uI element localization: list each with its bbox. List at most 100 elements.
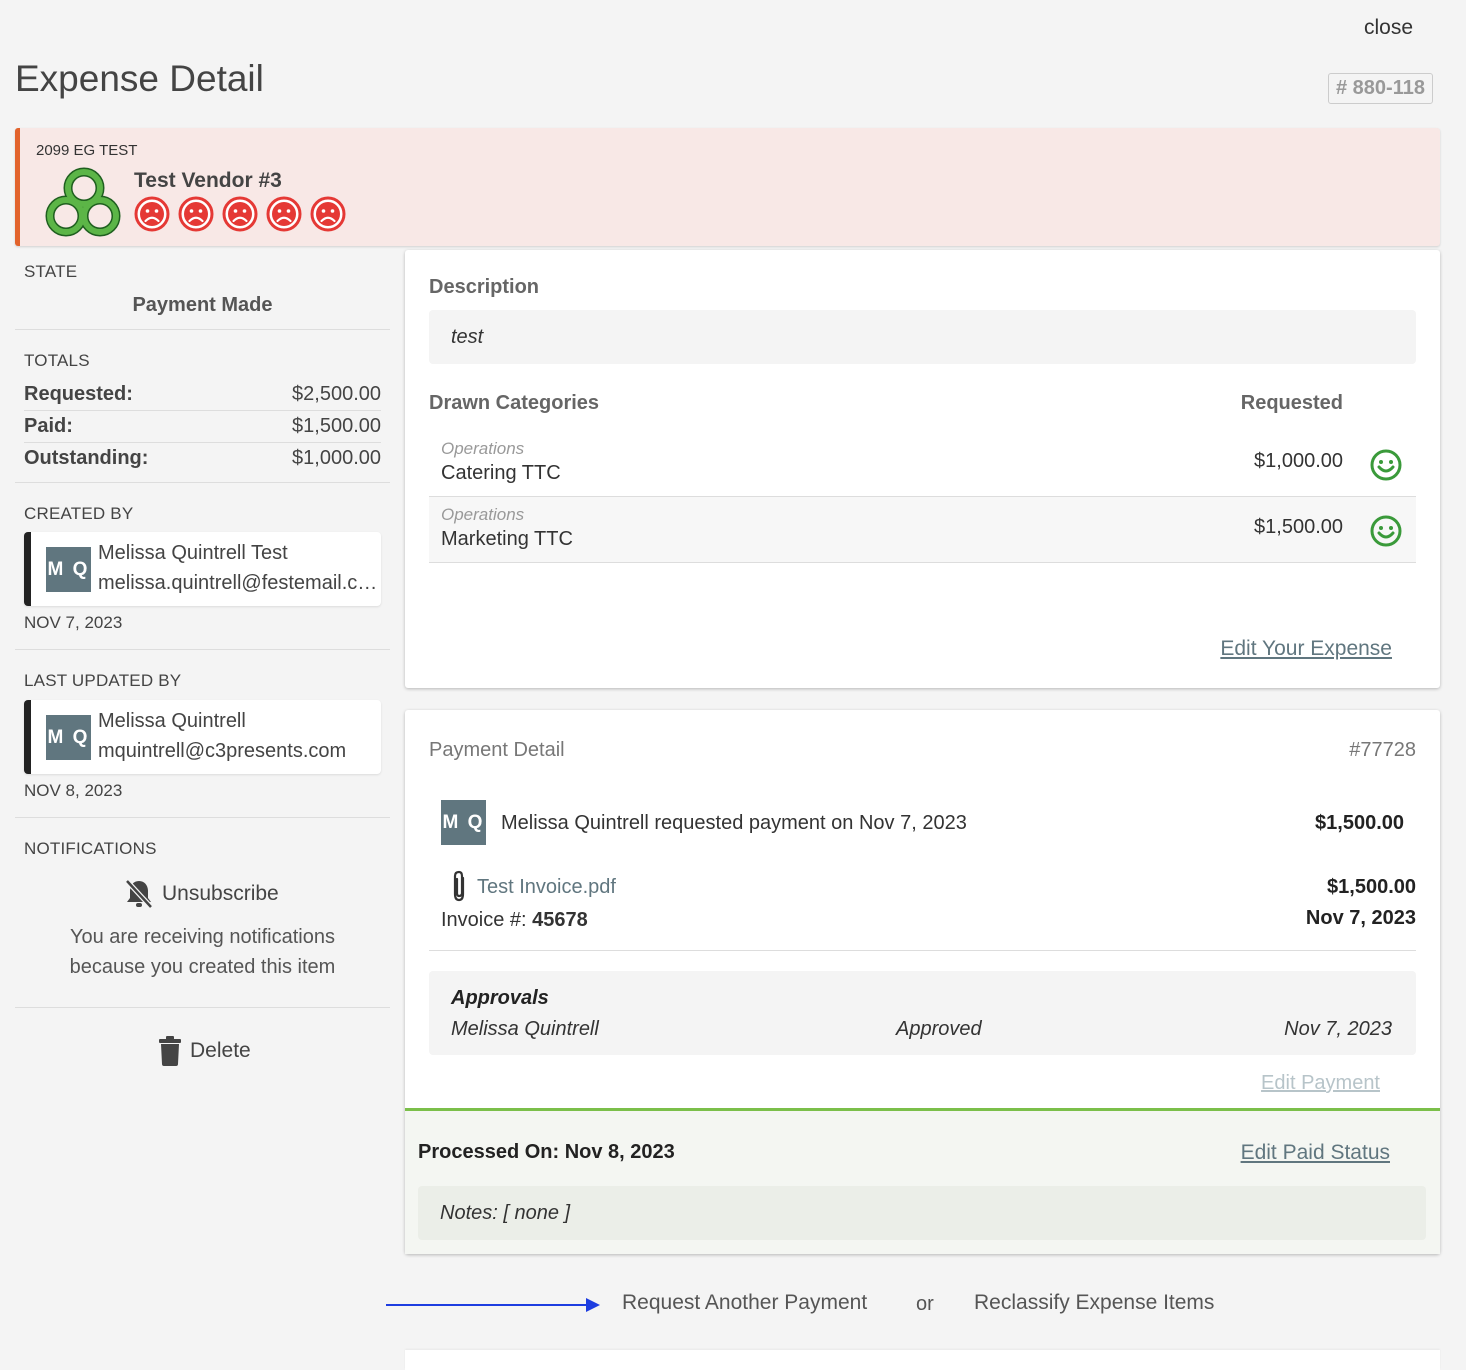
payment-detail-title: Payment Detail xyxy=(429,739,565,761)
unsubscribe-button[interactable]: Unsubscribe xyxy=(124,878,279,910)
total-label: Requested: xyxy=(24,383,133,405)
edit-paid-status-link[interactable]: Edit Paid Status xyxy=(1240,1141,1390,1164)
project-name: 2099 EG TEST xyxy=(36,142,138,159)
notification-line: You are receiving notifications xyxy=(70,926,335,948)
user-name: Melissa Quintrell Test xyxy=(98,542,288,564)
divider xyxy=(15,817,390,818)
arrow-right-icon xyxy=(386,1298,600,1312)
created-date: NOV 7, 2023 xyxy=(24,613,123,632)
smile-icon xyxy=(1370,449,1402,481)
vendor-rating xyxy=(134,196,346,232)
expense-id-badge: # 880-118 xyxy=(1328,73,1433,104)
avatar: M Q xyxy=(46,547,91,592)
total-label: Paid: xyxy=(24,415,73,437)
category-name: Catering TTC xyxy=(441,462,561,484)
state-value: Payment Made xyxy=(132,294,273,316)
invoice-date: Nov 7, 2023 xyxy=(1305,907,1416,929)
description-box: test xyxy=(429,310,1416,364)
notification-reason: You are receiving notifications because … xyxy=(15,922,390,982)
paperclip-icon xyxy=(453,870,465,902)
category-row: Operations Marketing TTC $1,500.00 xyxy=(429,497,1416,563)
approval-date: Nov 7, 2023 xyxy=(1284,1018,1392,1040)
description-heading: Description xyxy=(429,276,540,298)
total-label: Outstanding: xyxy=(24,447,149,469)
edit-expense-link[interactable]: Edit Your Expense xyxy=(1220,637,1392,660)
total-value: $2,500.00 xyxy=(292,383,381,405)
delete-button[interactable]: Delete xyxy=(158,1036,251,1066)
frown-icon xyxy=(310,196,346,232)
approvals-title: Approvals xyxy=(451,987,549,1009)
next-panel-edge xyxy=(405,1350,1440,1370)
vendor-name: Test Vendor #3 xyxy=(134,169,282,192)
divider xyxy=(24,410,381,411)
last-updated-card: M Q Melissa Quintrell mquintrell@c3prese… xyxy=(24,700,381,774)
trash-icon xyxy=(159,1036,181,1066)
category-group: Operations xyxy=(441,439,525,458)
total-outstanding: Outstanding: $1,000.00 xyxy=(24,447,381,470)
invoice-number: Invoice #: 45678 xyxy=(441,909,588,932)
frown-icon xyxy=(134,196,170,232)
divider xyxy=(429,950,1416,951)
approval-status: Approved xyxy=(896,1018,982,1040)
category-amount: $1,500.00 xyxy=(1254,516,1343,538)
total-value: $1,000.00 xyxy=(292,447,381,469)
category-amount: $1,000.00 xyxy=(1254,450,1343,472)
last-updated-label: LAST UPDATED BY xyxy=(24,671,182,690)
attachment-filename[interactable]: Test Invoice.pdf xyxy=(477,875,616,898)
user-email: melissa.quintrell@festemail.com xyxy=(98,572,378,594)
vendor-banner: 2099 EG TEST Test Vendor #3 xyxy=(15,128,1440,246)
invoice-value: 45678 xyxy=(532,909,588,931)
reclassify-expense-link[interactable]: Reclassify Expense Items xyxy=(974,1291,1215,1314)
divider xyxy=(15,1007,390,1008)
frown-icon xyxy=(222,196,258,232)
notification-line: because you created this item xyxy=(69,956,336,978)
vendor-logo-icon xyxy=(45,167,121,237)
or-separator: or xyxy=(916,1293,934,1315)
avatar: M Q xyxy=(46,715,91,760)
totals-label: TOTALS xyxy=(24,351,90,370)
request-another-payment-link[interactable]: Request Another Payment xyxy=(622,1291,868,1314)
divider xyxy=(15,329,390,330)
category-row: Operations Catering TTC $1,000.00 xyxy=(429,431,1416,497)
user-email: mquintrell@c3presents.com xyxy=(98,740,347,762)
approvals-box: Approvals Melissa Quintrell Approved Nov… xyxy=(429,971,1416,1055)
divider xyxy=(15,649,390,650)
close-link[interactable]: close xyxy=(1364,16,1414,39)
divider xyxy=(24,442,381,443)
state-label: STATE xyxy=(24,262,78,281)
updated-date: NOV 8, 2023 xyxy=(24,781,123,800)
bell-off-icon xyxy=(125,879,153,909)
description-panel: Description test Drawn Categories Reques… xyxy=(405,250,1440,688)
category-group: Operations xyxy=(441,505,525,524)
smile-icon xyxy=(1370,515,1402,547)
divider xyxy=(15,482,390,483)
created-by-label: CREATED BY xyxy=(24,504,134,523)
user-name: Melissa Quintrell xyxy=(98,710,246,732)
notes-text: Notes: [ none ] xyxy=(440,1202,571,1224)
page-title: Expense Detail xyxy=(15,58,264,99)
total-paid: Paid: $1,500.00 xyxy=(24,415,381,438)
attachment-link[interactable]: Test Invoice.pdf xyxy=(449,870,616,904)
payment-request-text: Melissa Quintrell requested payment on N… xyxy=(501,812,967,834)
invoice-amount: $1,500.00 xyxy=(1327,876,1416,898)
approver-name: Melissa Quintrell xyxy=(451,1018,599,1040)
avatar: M Q xyxy=(441,800,486,845)
payment-panel: Payment Detail #77728 M Q Melissa Quintr… xyxy=(405,710,1440,1254)
payment-number: #77728 xyxy=(1349,739,1416,761)
payment-request-amount: $1,500.00 xyxy=(1315,812,1404,834)
processed-on: Processed On: Nov 8, 2023 xyxy=(418,1141,675,1163)
frown-icon xyxy=(178,196,214,232)
edit-payment-link[interactable]: Edit Payment xyxy=(1261,1072,1380,1094)
requested-heading: Requested xyxy=(1240,392,1343,414)
total-value: $1,500.00 xyxy=(292,415,381,437)
invoice-label: Invoice #: xyxy=(441,909,533,931)
created-by-card: M Q Melissa Quintrell Test melissa.quint… xyxy=(24,532,381,606)
notifications-label: NOTIFICATIONS xyxy=(24,839,157,858)
delete-label: Delete xyxy=(190,1039,251,1062)
notes-box: Notes: [ none ] xyxy=(418,1186,1426,1240)
unsubscribe-label: Unsubscribe xyxy=(162,882,279,905)
total-requested: Requested: $2,500.00 xyxy=(24,383,381,406)
drawn-categories-heading: Drawn Categories xyxy=(429,392,600,414)
processed-section: Processed On: Nov 8, 2023 Edit Paid Stat… xyxy=(405,1108,1440,1254)
category-name: Marketing TTC xyxy=(441,528,573,550)
